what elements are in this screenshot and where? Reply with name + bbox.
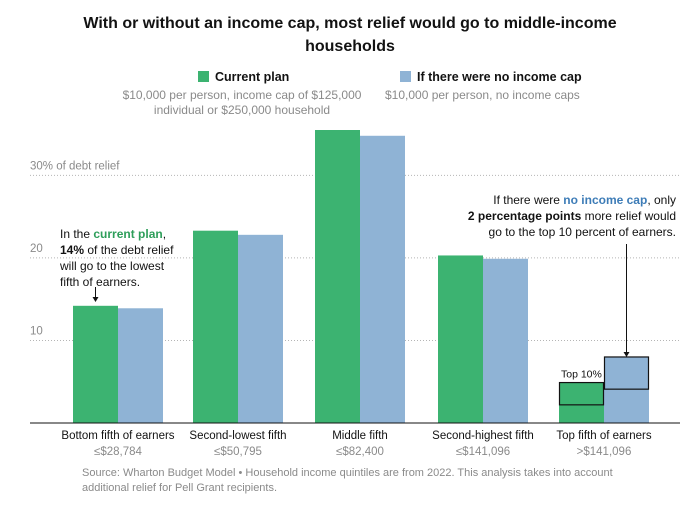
legend-sub-current: $10,000 per person, income cap of $125,0… <box>122 88 362 117</box>
bar-current <box>73 305 118 423</box>
bar-nocap <box>360 135 405 423</box>
annotation-text: If there were <box>493 193 564 207</box>
x-tick-label: Second-lowest fifth <box>189 430 286 442</box>
annotation-text: of the debt relief <box>84 243 174 257</box>
legend-swatch-nocap <box>400 71 411 82</box>
annotation-text: , <box>162 227 167 241</box>
bar-chart: 10 20 30% of debt relief Bottom fifth of ea… <box>30 130 680 458</box>
annotation-text: go to the top 10 percent of earners. <box>488 225 676 239</box>
bar-nocap <box>118 308 163 423</box>
annotation-text: fifth of earners. <box>60 275 141 289</box>
top10-label: Top 10% <box>561 369 602 381</box>
legend-nocap: If there were no income cap <box>400 70 582 85</box>
legend-current: Current plan <box>198 70 289 85</box>
annotation-text: , only <box>647 193 676 207</box>
y-tick-label: 20 <box>30 243 43 255</box>
top10-outline-current <box>558 381 605 406</box>
annotation-arrowhead-current <box>92 297 99 302</box>
x-tick-sublabel: >$141,096 <box>577 446 632 458</box>
annotation-current-plan: In the current plan, 14% of the debt rel… <box>60 226 210 290</box>
y-tick-label: 10 <box>30 325 43 337</box>
y-tick-label: 30% of debt relief <box>30 160 120 172</box>
annotation-text: will go to the lowest <box>60 259 165 273</box>
bar-current <box>315 130 360 423</box>
annotation-text: In the <box>60 227 94 241</box>
annotation-no-cap: If there were no income cap, only 2 perc… <box>430 192 676 240</box>
bar-nocap <box>238 234 283 423</box>
x-tick-sublabel: ≤$141,096 <box>456 446 510 458</box>
annotation-highlight-current: current plan <box>93 227 163 241</box>
bar-current <box>193 230 238 423</box>
x-tick-label: Middle fifth <box>332 430 388 442</box>
bar-current <box>559 382 604 423</box>
annotation-bold-value: 2 percentage points <box>467 209 582 223</box>
bar-nocap <box>483 258 528 423</box>
bar-nocap <box>604 356 649 423</box>
source-note: Source: Wharton Budget Model • Household… <box>82 467 613 494</box>
x-tick-sublabel: ≤$28,784 <box>94 446 142 458</box>
bar-current <box>438 255 483 423</box>
x-tick-sublabel: ≤$82,400 <box>336 446 384 458</box>
x-tick-label: Second-highest fifth <box>432 430 534 442</box>
x-tick-label: Bottom fifth of earners <box>61 430 174 442</box>
x-tick-label: Top fifth of earners <box>556 430 651 442</box>
legend-label-nocap: If there were no income cap <box>417 70 582 84</box>
legend-sub-nocap: $10,000 per person, no income caps <box>385 88 580 102</box>
x-tick-sublabel: ≤$50,795 <box>214 446 262 458</box>
chart-title: With or without an income cap, most reli… <box>83 15 617 55</box>
annotation-bold-value: 14% <box>60 243 85 257</box>
legend-swatch-current <box>198 71 209 82</box>
annotation-highlight-nocap: no income cap <box>563 193 648 207</box>
annotation-text: more relief would <box>581 209 676 223</box>
legend-label-current: Current plan <box>215 70 290 84</box>
annotation-arrowhead-nocap <box>623 351 630 357</box>
